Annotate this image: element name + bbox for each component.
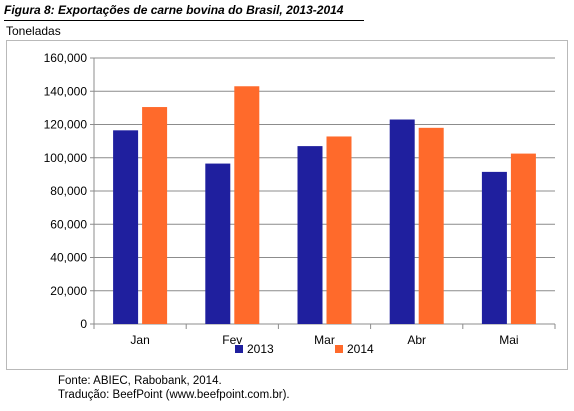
bar-2013-fev [205, 163, 231, 324]
y-tick-label: 140,000 [44, 84, 88, 98]
bar-2014-jan [142, 107, 168, 324]
bar-chart: 0 20,000 40,000 60,000 80,000 100,000 120,000 1… [44, 51, 556, 356]
x-tick-label: Fev [222, 333, 242, 347]
bar-2013-jan [113, 130, 139, 324]
y-tick-label: 40,000 [50, 251, 87, 265]
bar-2013-abr [389, 119, 415, 324]
bar-2013-mai [481, 171, 507, 324]
x-tick-label: Jan [130, 333, 149, 347]
legend-swatch-2014 [335, 345, 343, 353]
chart-frame: 0 20,000 40,000 60,000 80,000 100,000 120,000 1… [6, 40, 568, 370]
y-tick-label: 20,000 [50, 284, 87, 298]
y-tick-label: 0 [80, 317, 87, 331]
translation-line: Tradução: BeefPoint (www.beefpoint.com.b… [58, 389, 290, 401]
title-underline [4, 20, 364, 21]
figure-title: Figura 8: Exportações de carne bovina do… [4, 3, 344, 17]
bar-2014-abr [418, 127, 444, 324]
y-tick-label: 60,000 [50, 217, 87, 231]
x-tick-label: Abr [407, 333, 426, 347]
y-tick-label: 100,000 [44, 151, 88, 165]
legend-label-2014: 2014 [347, 342, 374, 356]
bar-2013-mar [297, 146, 323, 324]
bar-2014-mar [326, 136, 352, 324]
y-tick-label: 80,000 [50, 184, 87, 198]
source-line: Fonte: ABIEC, Rabobank, 2014. [58, 375, 222, 387]
y-tick-label: 160,000 [44, 51, 88, 65]
y-unit-label: Toneladas [6, 24, 61, 38]
bar-2014-mai [510, 153, 536, 324]
x-tick-label: Mai [499, 333, 518, 347]
legend-swatch-2013 [235, 345, 243, 353]
source-note: Fonte: ABIEC, Rabobank, 2014. Tradução: … [58, 374, 290, 402]
y-tick-label: 120,000 [44, 118, 88, 132]
x-tick-label: Mar [314, 333, 335, 347]
legend-label-2013: 2013 [247, 342, 274, 356]
bar-2014-fev [234, 86, 260, 324]
